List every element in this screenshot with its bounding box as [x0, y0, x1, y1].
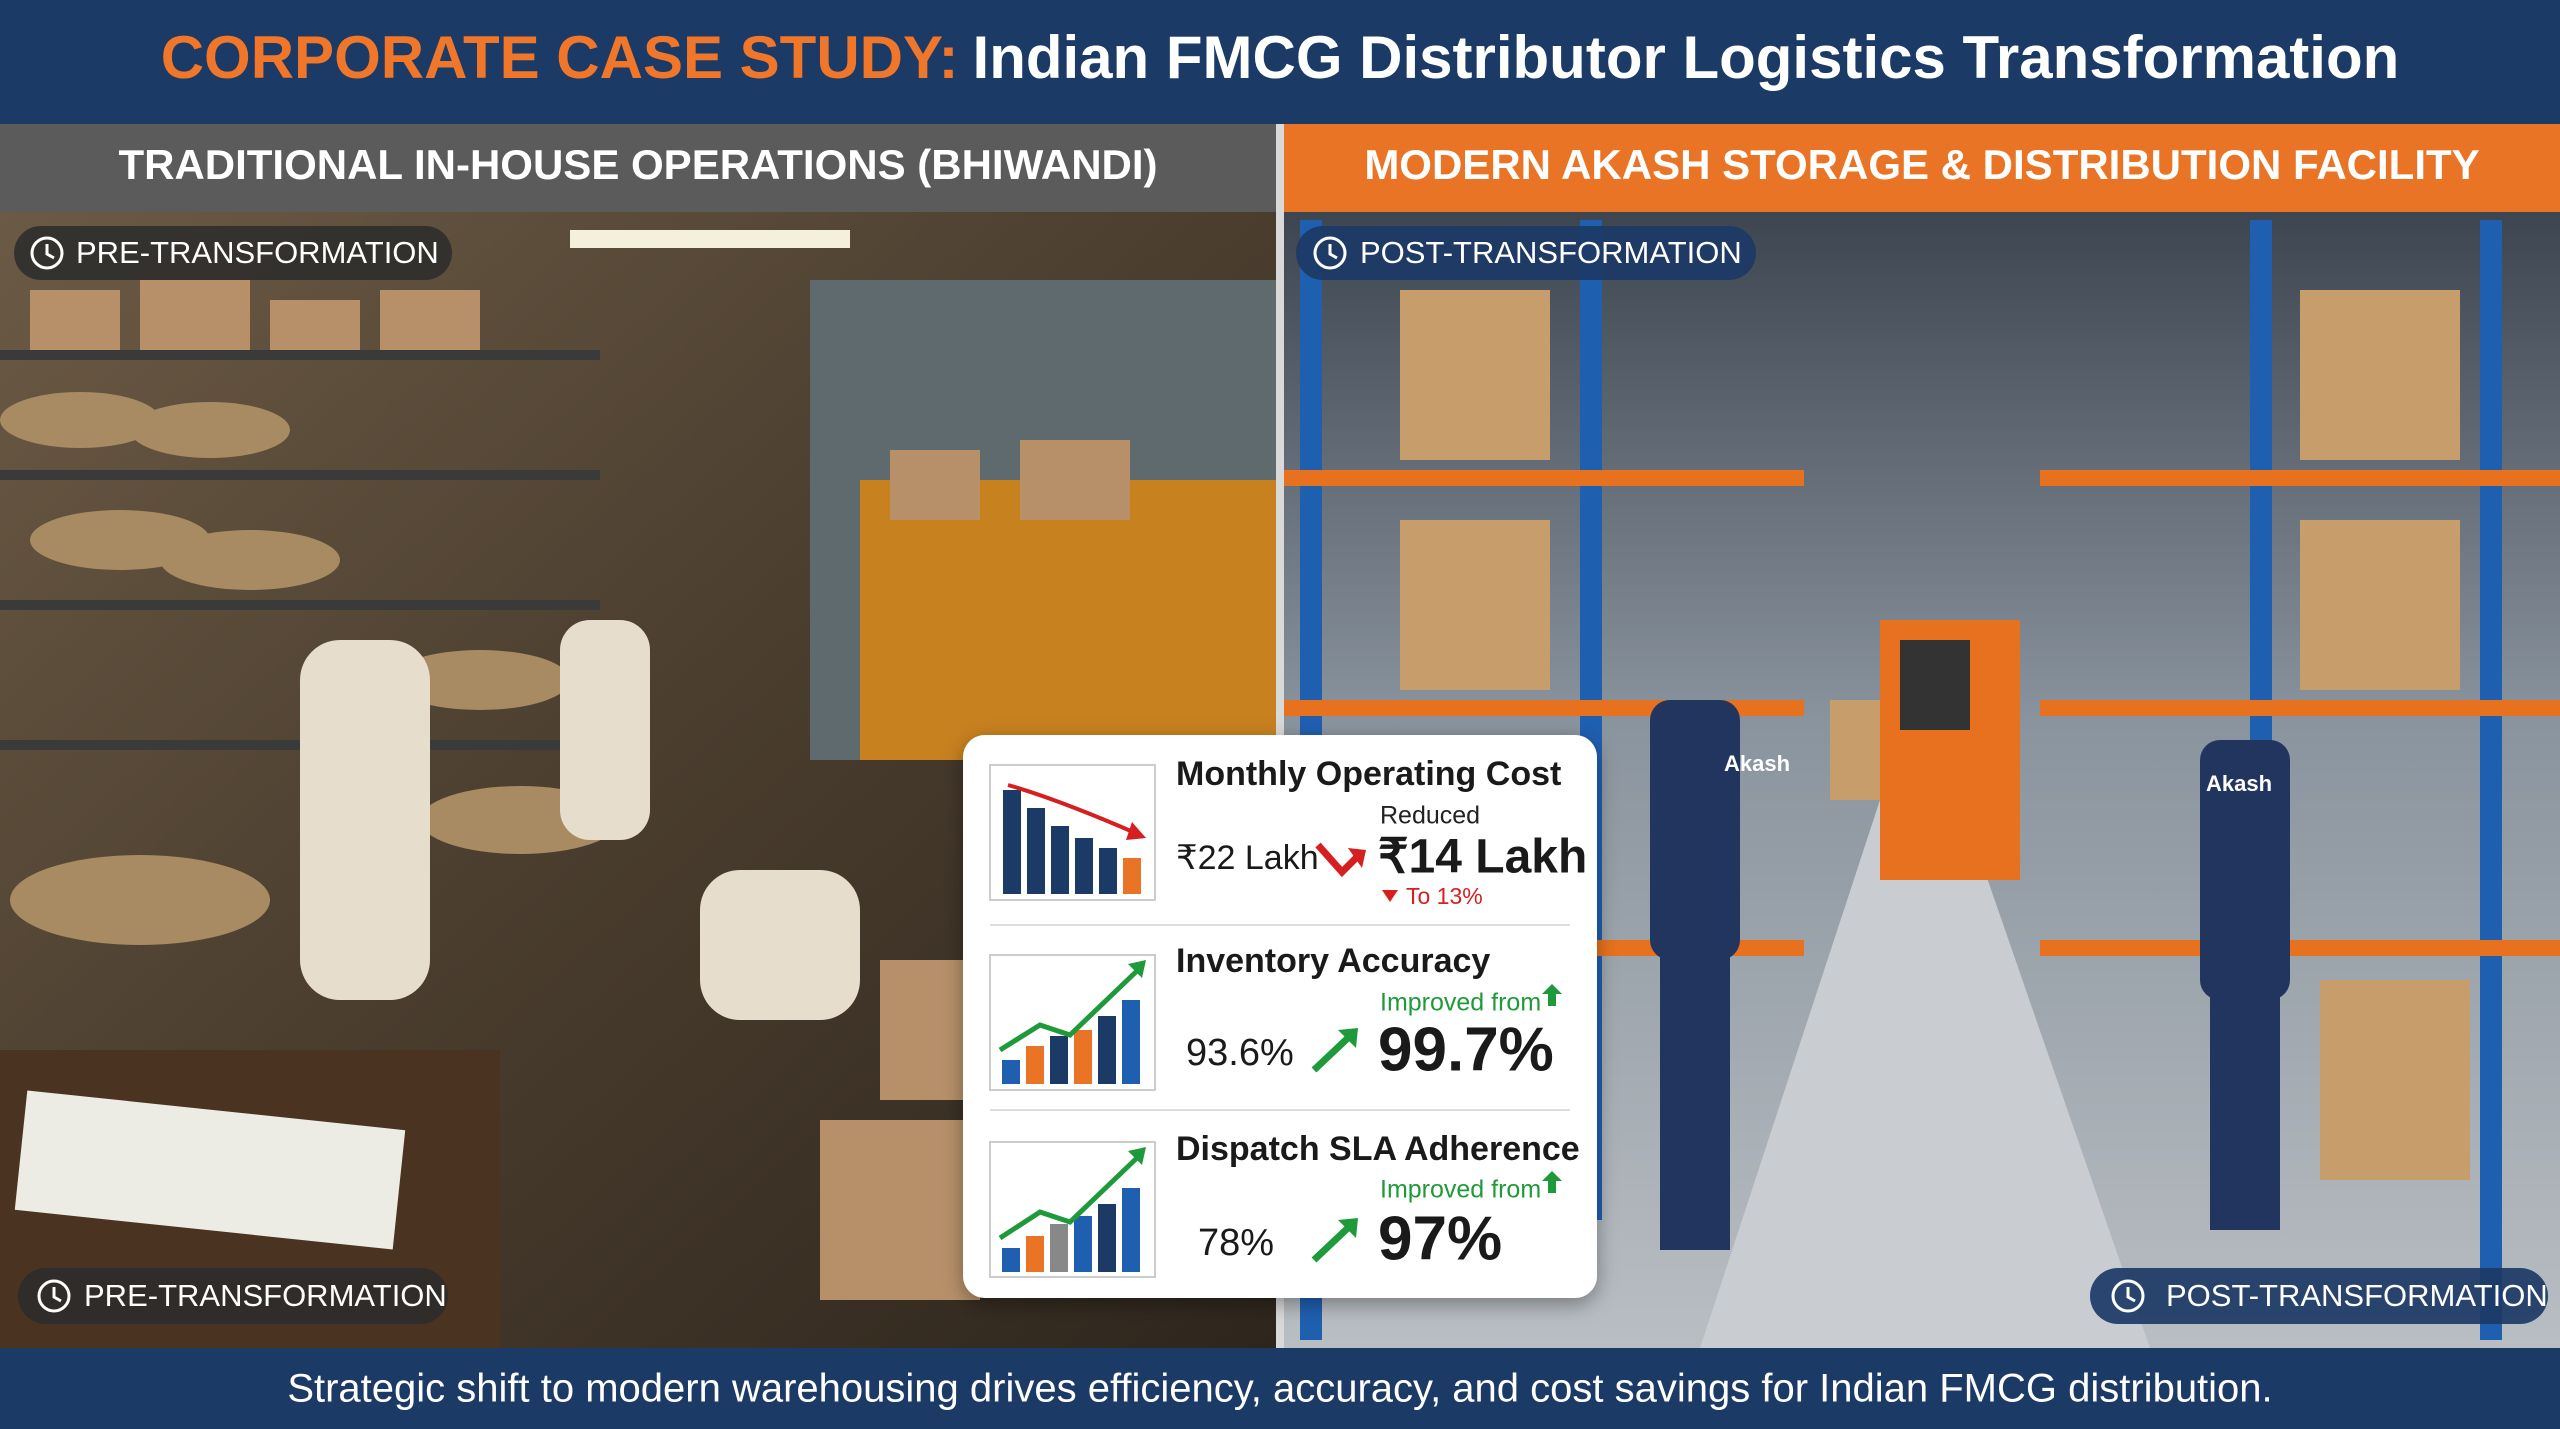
metric-after: 99.7% [1378, 1015, 1554, 1084]
right-title-bar [1284, 124, 2560, 212]
metric-note: Improved from [1380, 989, 1541, 1017]
header-bar [0, 0, 2560, 124]
sla-icon [989, 1141, 1156, 1278]
badge: PRE-TRANSFORMATION [14, 226, 452, 280]
title-highlight: CORPORATE CASE STUDY: [161, 24, 959, 91]
metric-title: Dispatch SLA Adherence [1176, 1130, 1580, 1168]
left-title-bar [0, 124, 1276, 212]
metric-title: Monthly Operating Cost [1176, 755, 1561, 793]
metric-note: Reduced [1380, 802, 1480, 830]
left-panel-title: TRADITIONAL IN-HOUSE OPERATIONS (BHIWAND… [118, 141, 1157, 188]
right-panel-title: MODERN AKASH STORAGE & DISTRIBUTION FACI… [1364, 141, 2479, 188]
metric-title: Inventory Accuracy [1176, 942, 1490, 980]
badge-label: POST-TRANSFORMATION [2166, 1278, 2548, 1313]
badge-label: POST-TRANSFORMATION [1360, 235, 1742, 270]
metric-after: 97% [1378, 1204, 1502, 1273]
metrics-card: Monthly Operating Cost Reduced ₹22 Lakh … [963, 735, 1597, 1298]
header-title: CORPORATE CASE STUDY: Indian FMCG Distrib… [161, 24, 2400, 91]
accuracy-icon [989, 954, 1156, 1091]
metric-after: ₹14 Lakh [1378, 831, 1587, 884]
badge-label: PRE-TRANSFORMATION [76, 235, 439, 270]
metric-before: 78% [1198, 1222, 1274, 1264]
uniform-label: Akash [2206, 771, 2272, 796]
badge: POST-TRANSFORMATION [1296, 226, 1756, 280]
cost-icon [989, 764, 1156, 901]
footer-bar [0, 1348, 2560, 1429]
badge: POST-TRANSFORMATION [2090, 1268, 2548, 1324]
badge-label: PRE-TRANSFORMATION [84, 1278, 447, 1313]
metric-change: To 13% [1406, 883, 1483, 909]
uniform-label: Akash [1724, 751, 1790, 776]
metric-before: ₹22 Lakh [1176, 839, 1319, 877]
footer-caption: Strategic shift to modern warehousing dr… [287, 1367, 2272, 1411]
metric-note: Improved from [1380, 1176, 1541, 1204]
badge: PRE-TRANSFORMATION [18, 1268, 448, 1324]
metric-before: 93.6% [1186, 1032, 1294, 1074]
title-rest: Indian FMCG Distributor Logistics Transf… [973, 24, 2400, 91]
